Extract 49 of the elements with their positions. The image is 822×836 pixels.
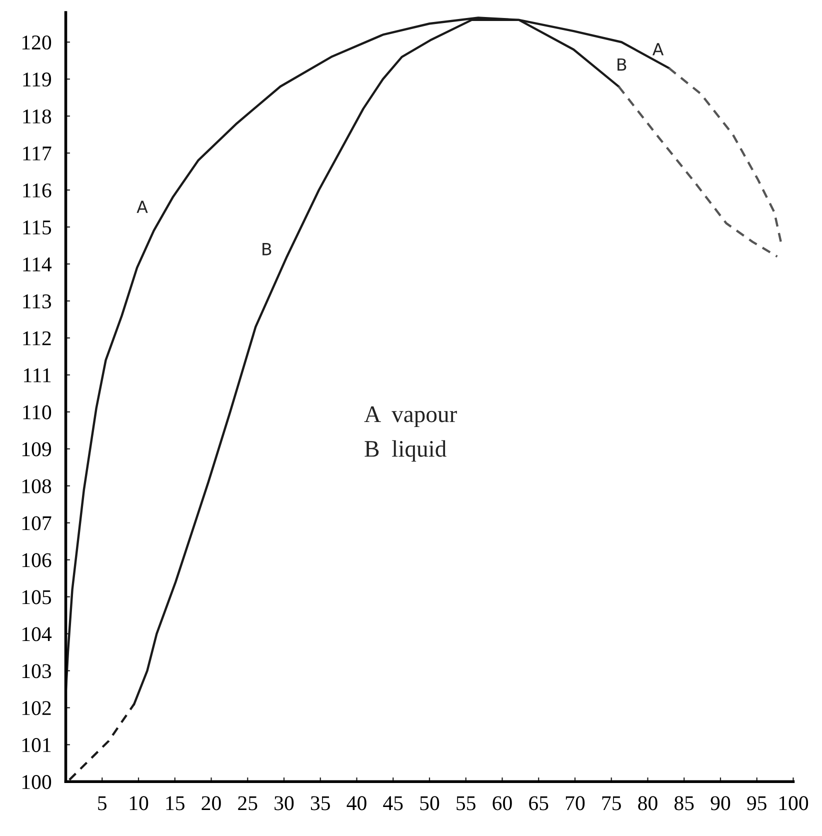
annotation: B liquid (364, 440, 446, 462)
x-tick-label: 85 (674, 796, 694, 810)
y-tick-label: 102 (22, 701, 51, 716)
y-tick-label: 110 (23, 405, 52, 420)
x-tick-label: 30 (274, 796, 294, 810)
y-tick-label: 109 (22, 442, 52, 456)
y-tick-label: 114 (23, 257, 52, 272)
x-tick-label: 90 (710, 796, 730, 810)
x-tick-label: 70 (566, 796, 585, 810)
y-tick-label: 101 (22, 738, 51, 752)
y-tick-label: 115 (23, 220, 52, 234)
annotation: B (618, 58, 626, 71)
y-tick-label: 104 (22, 627, 52, 642)
y-tick-label: 116 (23, 183, 52, 198)
x-tick-label: 75 (602, 796, 621, 810)
annotation: A vapour (364, 406, 457, 428)
y-tick-label: 119 (23, 72, 52, 87)
y-tick-label: 105 (22, 590, 52, 604)
y-tick-label: 100 (22, 775, 52, 790)
x-tick-label: 10 (130, 796, 148, 810)
x-tick-label: 5 (98, 796, 107, 810)
x-tick-label: 15 (166, 796, 184, 810)
y-tick-label: 113 (23, 294, 52, 308)
y-tick-label: 111 (24, 368, 51, 382)
y-tick-label: 112 (23, 331, 51, 346)
x-tick-label: 100 (779, 796, 808, 810)
x-tick-label: 50 (420, 796, 440, 810)
x-tick-label: 40 (346, 796, 366, 810)
y-tick-label: 106 (22, 553, 52, 568)
x-tick-label: 25 (238, 796, 258, 810)
x-tick-label: 65 (529, 796, 548, 810)
y-tick-label: 103 (22, 664, 52, 678)
x-tick-label: 45 (383, 796, 403, 810)
x-tick-label: 35 (310, 796, 330, 810)
y-tick-label: 107 (22, 516, 52, 530)
x-tick-label: 95 (747, 796, 766, 810)
y-tick-label: 118 (23, 109, 52, 124)
y-tick-label: 117 (23, 146, 52, 160)
y-tick-label: 120 (22, 35, 52, 50)
annotation: A (136, 200, 148, 213)
y-tick-label: 108 (22, 479, 52, 494)
annotation: B (262, 243, 272, 256)
x-tick-label: 20 (202, 796, 221, 810)
line-series (668, 66, 782, 243)
x-tick-label: 55 (456, 796, 476, 810)
x-tick-label: 80 (638, 796, 658, 810)
line-series (618, 85, 778, 258)
x-tick-label: 60 (492, 796, 512, 810)
annotation: A (652, 43, 664, 56)
